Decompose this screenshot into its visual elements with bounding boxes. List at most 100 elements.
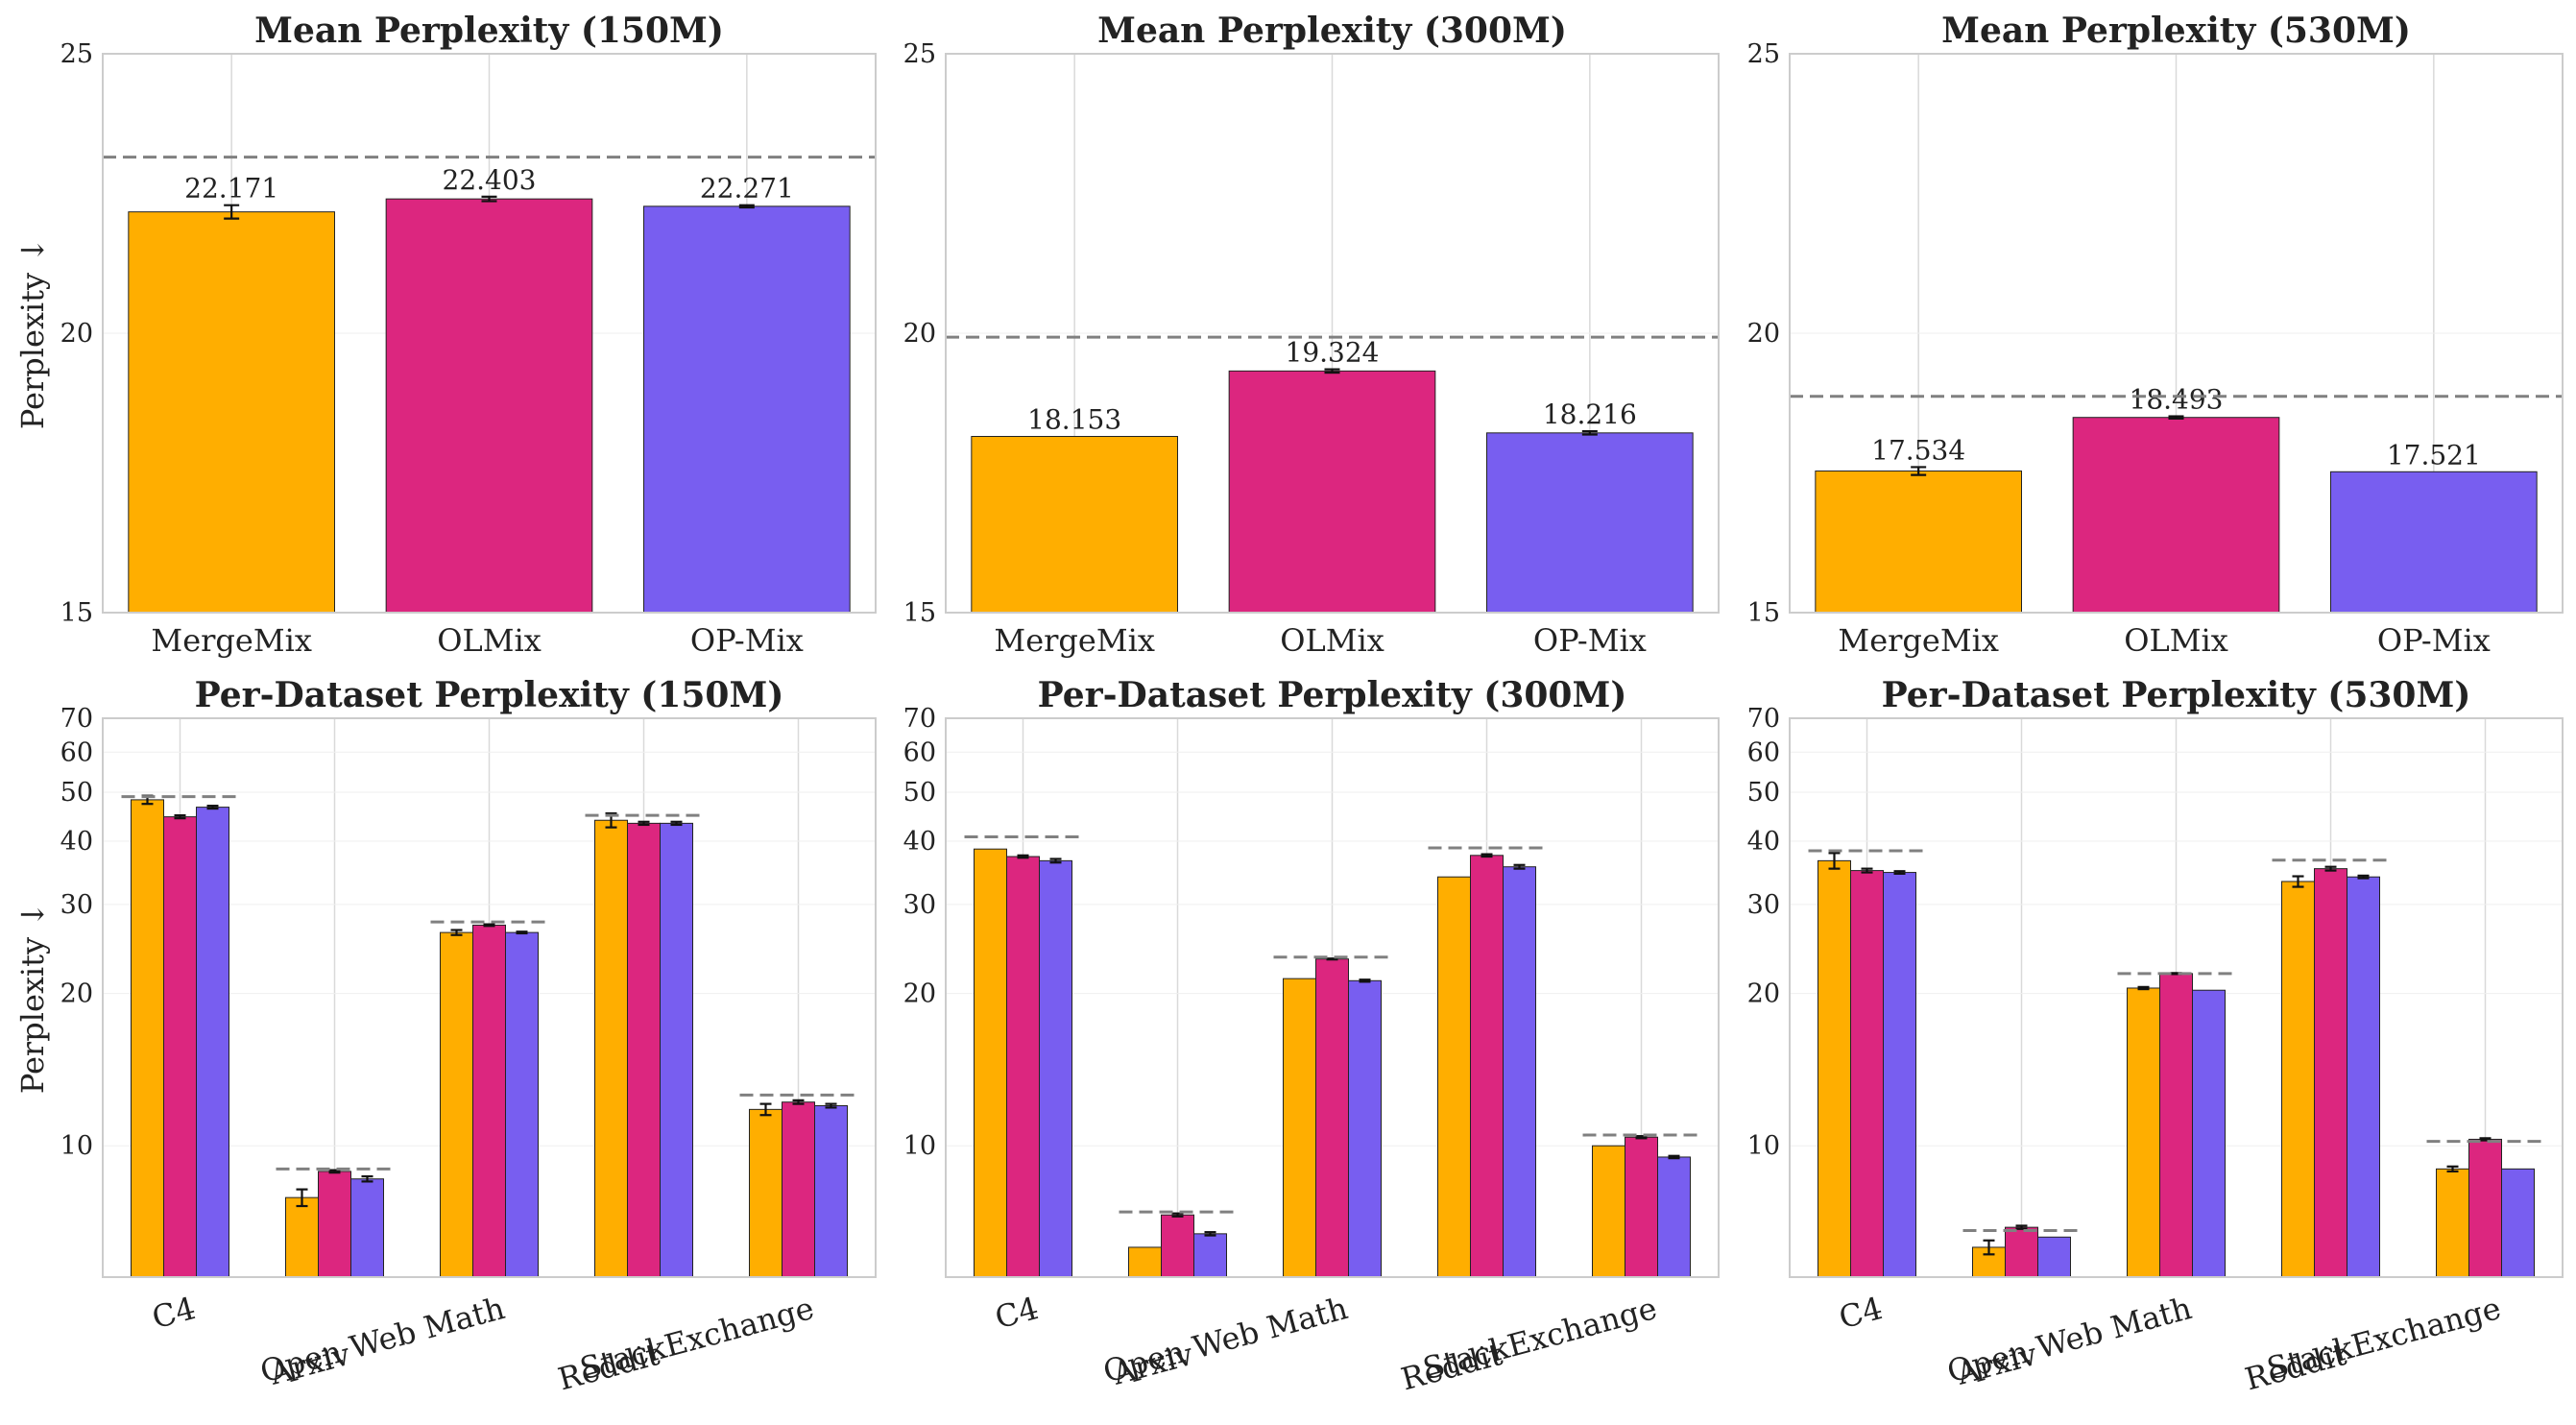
- y-tick-label: 25: [60, 39, 93, 69]
- chart-title: Per-Dataset Perplexity (300M): [1038, 675, 1627, 715]
- bar-mergemix: [971, 435, 1178, 614]
- y-tick-label: 20: [903, 979, 936, 1009]
- panel-mean-530m: 17.534 18.493 17.521 MergeMix OLMix OP-Mix 15 2…: [1747, 11, 2564, 659]
- bar-olmix: [472, 924, 506, 1278]
- y-tick-label: 50: [60, 778, 93, 808]
- chart-title: Per-Dataset Perplexity (150M): [195, 675, 784, 715]
- bar-olmix: [782, 1101, 815, 1278]
- bar-olmix: [385, 198, 593, 614]
- value-label: 18.153: [1027, 403, 1121, 435]
- bar-mergemix: [2281, 881, 2315, 1278]
- y-tick-label: 30: [1747, 890, 1780, 920]
- y-tick-label: 70: [1747, 704, 1780, 734]
- y-tick-label: 15: [903, 598, 936, 628]
- x-tick-label: OLMix: [1280, 622, 1384, 659]
- bar-mergemix: [1818, 859, 1851, 1278]
- x-tick-label: OP-Mix: [2377, 622, 2491, 659]
- bar-mergemix: [128, 211, 335, 614]
- y-tick-label: 30: [60, 890, 93, 920]
- bar-mergemix: [2127, 987, 2160, 1278]
- y-tick-label: 20: [1747, 979, 1780, 1009]
- bar-op-mix: [643, 205, 851, 614]
- y-tick-label: 60: [60, 737, 93, 767]
- y-tick-label: 60: [903, 737, 936, 767]
- value-label: 22.271: [700, 173, 794, 205]
- bar-mergemix: [1592, 1145, 1625, 1278]
- x-tick-label: Open Web Math: [256, 1290, 509, 1389]
- x-tick-label: C4: [1835, 1290, 1886, 1336]
- y-tick-label: 30: [903, 890, 936, 920]
- y-tick-label: 20: [60, 319, 93, 349]
- y-tick-label: 25: [903, 39, 936, 69]
- value-label: 22.403: [443, 164, 537, 196]
- value-label: 19.324: [1286, 337, 1380, 369]
- y-tick-label: 15: [1747, 598, 1780, 628]
- y-tick-label: 25: [1747, 39, 1780, 69]
- bar-op-mix: [350, 1178, 384, 1278]
- axes-frame: [945, 53, 1720, 614]
- bar-olmix: [1006, 856, 1040, 1278]
- bar-mergemix: [1815, 471, 2023, 614]
- y-tick-label: 40: [1747, 827, 1780, 857]
- y-tick-label: 40: [60, 827, 93, 857]
- bar-olmix: [2072, 417, 2280, 614]
- value-label: 22.171: [184, 173, 278, 205]
- value-label: 18.216: [1543, 399, 1637, 430]
- bar-olmix: [318, 1171, 351, 1278]
- bar-mergemix: [131, 799, 164, 1278]
- bar-op-mix: [1486, 432, 1694, 614]
- bar-op-mix: [505, 931, 539, 1278]
- bar-op-mix: [660, 822, 693, 1278]
- x-tick-label: Open Web Math: [1099, 1290, 1352, 1389]
- axes-frame: [1789, 717, 2564, 1278]
- bar-op-mix: [1503, 866, 1536, 1278]
- axes-frame: [102, 717, 877, 1278]
- bar-mergemix: [1283, 978, 1316, 1278]
- bar-olmix: [627, 822, 661, 1278]
- y-tick-label: 60: [1747, 737, 1780, 767]
- y-tick-label: 70: [903, 704, 936, 734]
- chart-title: Mean Perplexity (150M): [254, 11, 724, 51]
- bar-op-mix: [1193, 1233, 1227, 1278]
- x-tick-label: OLMix: [437, 622, 542, 659]
- x-tick-label: MergeMix: [994, 622, 1154, 659]
- x-tick-label: StackExchange: [1419, 1290, 1661, 1387]
- bar-op-mix: [2192, 989, 2226, 1278]
- y-axis-label: Perplexity ↓: [14, 237, 51, 429]
- bar-op-mix: [1039, 859, 1072, 1278]
- y-tick-label: 15: [60, 598, 93, 628]
- bar-op-mix: [196, 807, 229, 1278]
- bar-olmix: [2314, 868, 2347, 1278]
- x-tick-label: Open Web Math: [1943, 1290, 2196, 1389]
- y-tick-label: 10: [1747, 1131, 1780, 1161]
- bar-olmix: [163, 816, 197, 1278]
- y-tick-label: 40: [903, 827, 936, 857]
- x-tick-label: StackExchange: [2263, 1290, 2505, 1387]
- bar-mergemix: [285, 1196, 319, 1278]
- y-tick-label: 10: [60, 1131, 93, 1161]
- bar-olmix: [1850, 870, 1884, 1278]
- x-tick-label: OP-Mix: [1533, 622, 1647, 659]
- x-tick-label: MergeMix: [1838, 622, 1998, 659]
- bar-olmix: [2159, 973, 2193, 1278]
- bar-mergemix: [594, 819, 628, 1278]
- y-tick-label: 70: [60, 704, 93, 734]
- bar-olmix: [1625, 1136, 1658, 1278]
- bar-mergemix: [974, 848, 1007, 1278]
- bar-olmix: [2468, 1138, 2502, 1278]
- chart-title: Mean Perplexity (530M): [1941, 11, 2411, 51]
- value-label: 18.493: [2130, 384, 2224, 416]
- y-tick-label: 10: [903, 1131, 936, 1161]
- y-axis-label: Perplexity ↓: [14, 902, 51, 1094]
- bar-mergemix: [1437, 876, 1471, 1278]
- x-tick-label: C4: [148, 1290, 199, 1336]
- bar-op-mix: [1883, 872, 1916, 1278]
- chart-title: Per-Dataset Perplexity (530M): [1882, 675, 2471, 715]
- bar-op-mix: [1348, 979, 1382, 1278]
- axes-frame: [945, 717, 1720, 1278]
- bar-olmix: [1470, 855, 1504, 1278]
